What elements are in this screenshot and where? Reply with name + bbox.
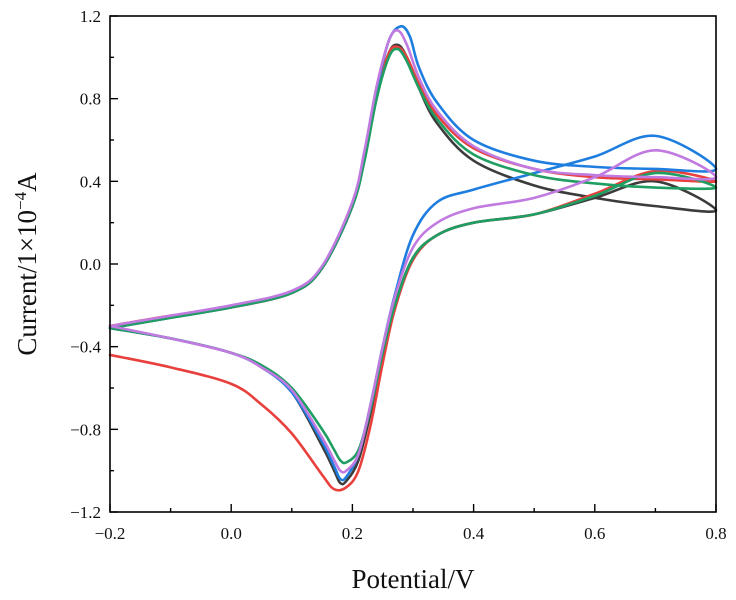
cv-trace-1 xyxy=(108,43,718,486)
cv-trace-3 xyxy=(108,24,718,482)
tick-labels-layer: −0.2 0.0 0.2 0.4 0.6 0.8 −1.2 −0.8 −0.4 0.0 0.4 0.8… xyxy=(70,7,726,543)
x-tick-label: 0.2 xyxy=(342,524,363,543)
x-tick-label: 0.8 xyxy=(705,524,726,543)
cv-trace-5 xyxy=(108,29,718,474)
y-tick-label: 1.2 xyxy=(80,7,101,26)
traces-layer xyxy=(108,24,718,492)
y-axis-title-exponent: −4 xyxy=(11,191,30,210)
y-tick-label: 0.0 xyxy=(80,255,101,274)
x-tick-label: −0.2 xyxy=(95,524,126,543)
x-axis-title: Potential/V xyxy=(352,564,475,594)
cv-trace-4 xyxy=(108,47,718,465)
y-tick-label: 0.8 xyxy=(80,90,101,109)
ticks-layer xyxy=(109,15,717,513)
plot-frame xyxy=(109,15,717,513)
y-axis-title-base: Current/1×10 xyxy=(12,210,42,356)
y-tick-label: −0.4 xyxy=(70,338,101,357)
y-tick-label: −0.8 xyxy=(70,420,101,439)
y-tick-label: 0.4 xyxy=(80,172,102,191)
y-axis-title: Current/1×10−4A xyxy=(11,172,42,356)
y-tick-label: −1.2 xyxy=(70,503,101,522)
cv-trace-2 xyxy=(108,45,718,492)
y-axis-title-unit: A xyxy=(12,172,42,192)
x-tick-label: 0.0 xyxy=(221,524,242,543)
x-tick-label: 0.6 xyxy=(584,524,605,543)
x-tick-label: 0.4 xyxy=(463,524,485,543)
